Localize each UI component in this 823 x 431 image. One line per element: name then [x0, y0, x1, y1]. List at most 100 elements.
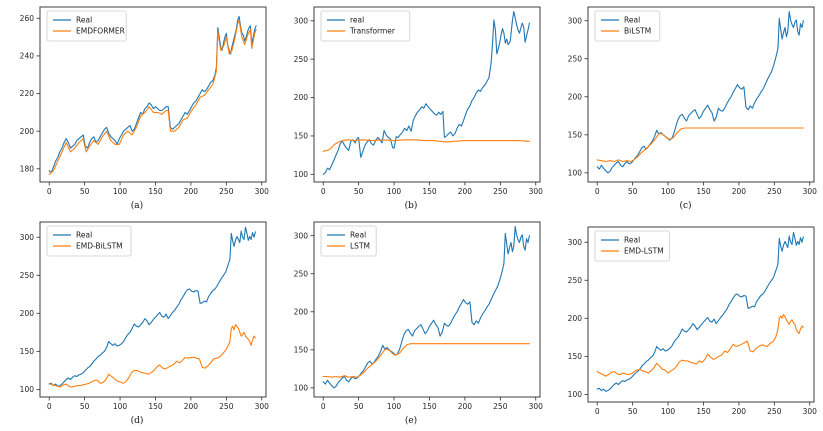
y-tick-label: 100 [20, 385, 35, 394]
y-tick-label: 300 [568, 238, 583, 247]
x-tick-label: 250 [219, 187, 234, 196]
subplot-b-caption: (b) [404, 201, 418, 211]
subplot-e: 0 50 100 150 200 250 300 100 150 200 250 300 Real LST… [274, 215, 548, 431]
x-tick-label: 200 [732, 407, 747, 416]
series-line-BiLSTM [596, 127, 804, 163]
x-tick-label: 250 [767, 407, 782, 416]
legend-label-EMD-BiLSTM: EMD-BiLSTM [76, 242, 123, 251]
legend-box-c [594, 10, 661, 42]
axes-frame-a [39, 6, 267, 183]
axes-frame-c [587, 6, 815, 183]
x-tick-label: 150 [148, 187, 163, 196]
y-tick-label: 250 [294, 55, 309, 64]
legend-box-a [46, 10, 127, 42]
y-tick-label: 150 [294, 132, 309, 141]
legend-label-Real: Real [350, 231, 366, 240]
y-tick-label: 200 [20, 309, 35, 318]
chart-canvas-d: 0 50 100 150 200 250 300 100 150 200 250 300 Real EMD… [20, 221, 269, 411]
legend-label-Real: Real [76, 231, 92, 240]
legend-label-real: real [350, 16, 364, 25]
x-tick-label: 250 [493, 187, 508, 196]
subplot-e-caption: (e) [404, 416, 418, 426]
chart-canvas-c: 0 50 100 150 200 250 300 100 150 200 250 300 Real BiL… [568, 6, 818, 196]
series-line-Real [48, 226, 256, 387]
x-tick-label: 100 [113, 187, 128, 196]
series-line-Real [596, 231, 804, 392]
y-tick-label: 200 [294, 307, 309, 316]
y-tick-label: 200 [294, 93, 309, 102]
y-tick-label: 250 [568, 276, 583, 285]
x-tick-label: 150 [148, 402, 163, 411]
subplot-a: 0 50 100 150 200 250 300 180 200 220 240 260 Real EMD… [0, 0, 274, 215]
x-tick-label: 0 [321, 402, 326, 411]
x-tick-label: 50 [628, 407, 638, 416]
legend-label-LSTM: LSTM [350, 242, 370, 251]
y-tick-label: 300 [20, 233, 35, 242]
y-tick-label: 200 [568, 314, 583, 323]
x-tick-label: 200 [458, 187, 473, 196]
y-tick-label: 180 [20, 164, 35, 173]
x-tick-label: 200 [458, 402, 473, 411]
y-tick-label: 100 [568, 168, 583, 177]
axes-frame-b [313, 6, 541, 183]
legend-label-Real: Real [76, 16, 92, 25]
subplot-d-caption: (d) [130, 416, 144, 426]
x-tick-label: 50 [80, 402, 90, 411]
y-tick-label: 260 [20, 14, 35, 23]
subplot-c-caption: (c) [679, 201, 692, 211]
series-line-EMD-BiLSTM [48, 324, 256, 388]
x-tick-label: 0 [321, 187, 326, 196]
series-line-LSTM [322, 343, 530, 378]
x-tick-label: 0 [595, 187, 600, 196]
x-tick-label: 250 [219, 402, 234, 411]
y-tick-label: 100 [294, 383, 309, 392]
legend-box-f [594, 230, 670, 262]
subplot-a-caption: (a) [130, 201, 144, 211]
subplot-c: 0 50 100 150 200 250 300 100 150 200 250 300 Real BiL… [548, 0, 823, 215]
axes-frame-f [587, 226, 815, 403]
legend-box-e [320, 225, 377, 257]
legend-box-b [320, 10, 411, 42]
x-tick-label: 200 [732, 187, 747, 196]
x-tick-label: 300 [803, 187, 818, 196]
x-tick-label: 300 [255, 187, 270, 196]
x-tick-label: 100 [387, 402, 402, 411]
x-tick-label: 150 [422, 187, 437, 196]
y-tick-label: 250 [20, 271, 35, 280]
y-tick-label: 250 [568, 54, 583, 63]
x-tick-label: 100 [113, 402, 128, 411]
x-tick-label: 0 [595, 407, 600, 416]
x-tick-label: 200 [184, 187, 199, 196]
y-tick-label: 300 [294, 231, 309, 240]
y-tick-label: 150 [568, 352, 583, 361]
x-tick-label: 50 [354, 187, 364, 196]
legend-label-EMD-LSTM: EMD-LSTM [624, 247, 664, 256]
x-tick-label: 50 [628, 187, 638, 196]
series-line-EMDFORMER [48, 19, 257, 176]
x-tick-label: 100 [661, 407, 676, 416]
y-tick-label: 300 [294, 16, 309, 25]
x-tick-label: 50 [354, 402, 364, 411]
series-line-real [322, 11, 530, 175]
subplot-f: 0 50 100 150 200 250 300 100 150 200 250 300 Real EMD… [548, 215, 823, 431]
x-tick-label: 0 [47, 187, 52, 196]
subplot-d: 0 50 100 150 200 250 300 100 150 200 250 300 Real EMD… [0, 215, 274, 431]
x-tick-label: 0 [47, 402, 52, 411]
legend-box-d [46, 225, 132, 257]
y-tick-label: 300 [568, 16, 583, 25]
x-tick-label: 100 [661, 187, 676, 196]
legend-label-Real: Real [624, 16, 640, 25]
chart-canvas-a: 0 50 100 150 200 250 300 180 200 220 240 260 Real EMD… [20, 6, 270, 196]
chart-canvas-f: 0 50 100 150 200 250 300 100 150 200 250 300 Real EMD… [568, 226, 817, 416]
legend-label-Transformer: Transformer [349, 27, 396, 36]
subplot-b: 0 50 100 150 200 250 300 100 150 200 250 300 real Tra… [274, 0, 548, 215]
series-line-EMD-LSTM [596, 313, 804, 377]
axes-frame-d [39, 221, 267, 398]
y-tick-label: 100 [294, 170, 309, 179]
x-tick-label: 200 [184, 402, 199, 411]
x-tick-label: 150 [696, 187, 711, 196]
y-tick-label: 200 [20, 127, 35, 136]
x-tick-label: 50 [80, 187, 90, 196]
legend-label-BiLSTM: BiLSTM [624, 27, 651, 36]
